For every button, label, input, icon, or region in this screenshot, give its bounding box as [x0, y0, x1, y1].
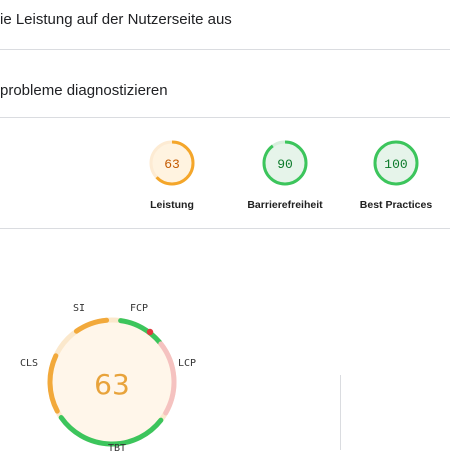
gauge-score-text: 90 — [277, 157, 293, 172]
divider — [0, 117, 450, 118]
divider — [0, 228, 450, 229]
divider — [0, 49, 450, 50]
score-gauge-best-practices[interactable]: 100 — [370, 137, 422, 189]
metric-arc-si — [73, 317, 110, 334]
metric-arc-cls — [47, 353, 60, 414]
gauge-score-text: 100 — [384, 157, 407, 172]
metric-label-tbt: TBT — [108, 443, 127, 454]
lcp-marker-dot — [146, 328, 154, 336]
vertical-divider — [340, 375, 341, 450]
metric-label-fcp: FCP — [130, 303, 149, 314]
gauge-ring: 63 — [149, 140, 195, 186]
score-label-best-practices: Best Practices — [359, 199, 433, 211]
metric-arc-lcp — [158, 341, 177, 416]
report-header-title: ie Leistung auf der Nutzerseite aus — [0, 11, 232, 28]
diagnose-section-title: probleme diagnostizieren — [0, 82, 168, 99]
gauge-ring: 90 — [262, 140, 308, 186]
gauge-ring: 100 — [373, 140, 419, 186]
score-gauge-performance[interactable]: 63 — [146, 137, 198, 189]
performance-gauge[interactable]: 63 — [42, 312, 182, 452]
gauge-score-text: 63 — [164, 157, 180, 172]
metric-label-cls: CLS — [20, 358, 39, 369]
score-label-accessibility: Barrierefreiheit — [247, 199, 323, 211]
metric-arc-fcp — [118, 318, 162, 345]
metric-label-lcp: LCP — [178, 358, 197, 369]
score-label-performance: Leistung — [150, 199, 194, 211]
metric-label-si: SI — [73, 303, 86, 314]
performance-score-text: 63 — [94, 368, 130, 401]
score-gauge-accessibility[interactable]: 90 — [259, 137, 311, 189]
metric-arc-tbt — [58, 415, 164, 447]
